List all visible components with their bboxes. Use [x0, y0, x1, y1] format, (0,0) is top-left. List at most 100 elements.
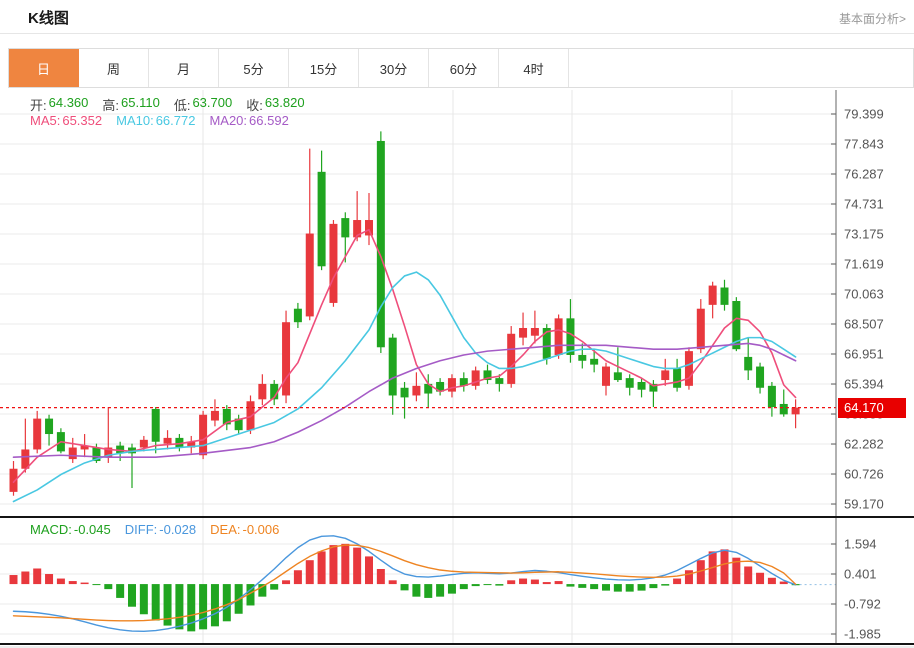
candle-body: [791, 407, 800, 415]
candle-body: [447, 378, 456, 392]
candle-body: [365, 220, 373, 236]
macd-hist-bar: [199, 584, 208, 630]
diff-label: DIFF:: [124, 522, 158, 537]
candle-body: [353, 220, 362, 238]
tab-60min[interactable]: 60分: [429, 49, 499, 87]
macd-hist-bar: [21, 571, 30, 585]
ma10-label: MA10:: [116, 113, 154, 128]
tab-4hour[interactable]: 4时: [499, 49, 569, 87]
dea-line: [12, 544, 797, 622]
candle-body: [305, 233, 314, 317]
price-axis-label: 70.063: [844, 287, 884, 302]
macd-axis-label: 1.594: [844, 537, 877, 552]
open-label: 开:: [30, 98, 47, 113]
macd-hist-bar: [270, 584, 279, 590]
candle-body: [210, 410, 219, 421]
macd-hist-bar: [530, 579, 539, 585]
tab-day[interactable]: 日: [9, 49, 79, 87]
ma-readout: MA5: 65.352 MA10: 66.772 MA20: 66.592: [30, 113, 289, 128]
macd-axis-label: -0.792: [844, 597, 881, 612]
macd-hist-bar: [128, 584, 136, 607]
candle-body: [661, 370, 670, 381]
close-value: 63.820: [264, 95, 305, 110]
price-axis-label: 74.731: [844, 197, 884, 212]
candle-body: [637, 381, 646, 390]
candle-body: [116, 445, 125, 454]
macd-hist-bar: [483, 584, 492, 586]
low-value: 63.700: [192, 95, 233, 110]
dea-value: -0.006: [242, 522, 280, 537]
candle-body: [388, 337, 397, 396]
macd-hist-bar: [92, 584, 101, 586]
candle-body: [471, 370, 480, 386]
close-label: 收:: [246, 98, 263, 113]
candle-body: [507, 333, 516, 384]
macd-value: -0.045: [73, 522, 111, 537]
macd-hist-bar: [507, 580, 516, 585]
last-price-badge: 64.170: [838, 397, 906, 418]
macd-hist-bar: [756, 572, 765, 585]
open-value: 64.360: [48, 95, 89, 110]
low-label: 低:: [173, 98, 191, 113]
macd-hist-bar: [317, 551, 326, 585]
macd-hist-bar: [566, 584, 575, 587]
dea-label: DEA:: [210, 522, 241, 537]
candle-body: [163, 437, 172, 444]
candle-body: [293, 308, 302, 323]
macd-hist-bar: [744, 566, 753, 585]
tab-15min[interactable]: 15分: [289, 49, 359, 87]
macd-hist-bar: [258, 584, 267, 597]
candle-body: [767, 385, 776, 408]
macd-hist-bar: [282, 580, 291, 585]
macd-hist-bar: [187, 584, 196, 632]
macd-hist-bar: [400, 584, 409, 591]
candle-body: [222, 408, 231, 425]
macd-hist-bar: [649, 584, 658, 589]
macd-hist-bar: [68, 581, 77, 585]
price-axis-label: 59.170: [844, 497, 884, 512]
candle-body: [282, 322, 291, 396]
candle-body: [708, 285, 717, 305]
candle-body: [33, 418, 42, 450]
candle-body: [649, 383, 658, 392]
macd-hist-bar: [151, 584, 160, 621]
macd-hist-bar: [388, 580, 397, 585]
candle-body: [625, 378, 634, 388]
candle-body: [80, 445, 89, 450]
macd-hist-bar: [459, 584, 468, 590]
price-axis-label: 76.287: [844, 167, 884, 182]
candle-body: [590, 358, 599, 365]
candle-body: [483, 370, 492, 381]
candle-body: [258, 383, 267, 400]
candle-body: [412, 385, 421, 396]
tab-month[interactable]: 月: [149, 49, 219, 87]
candle-body: [317, 171, 326, 267]
price-axis-label: 71.619: [844, 257, 884, 272]
candle-body: [756, 366, 765, 388]
price-axis-label: 77.843: [844, 137, 884, 152]
fundamental-analysis-link[interactable]: 基本面分析>: [838, 12, 906, 26]
tab-5min[interactable]: 5分: [219, 49, 289, 87]
macd-hist-bar: [519, 578, 528, 585]
tab-30min[interactable]: 30分: [359, 49, 429, 87]
period-tabbar: 日周月 5分 15分 30分 60分 4时: [8, 48, 914, 88]
ohlc-readout: 开: 64.360 高: 65.110 低: 63.700 收: 63.820: [30, 95, 305, 114]
tab-week[interactable]: 周: [79, 49, 149, 87]
macd-hist-bar: [767, 577, 776, 585]
ma10-line: [12, 271, 797, 503]
macd-hist-bar: [779, 581, 788, 585]
macd-hist-bar: [353, 547, 362, 585]
macd-hist-bar: [720, 549, 729, 585]
price-axis-label: 68.507: [844, 317, 884, 332]
macd-hist-bar: [625, 584, 634, 592]
macd-hist-bar: [293, 570, 302, 585]
diff-line: [12, 535, 797, 633]
macd-hist-bar: [45, 574, 54, 585]
candle-body: [376, 140, 385, 348]
ma5-line: [12, 228, 797, 484]
macd-hist-bar: [578, 584, 587, 588]
price-axis-label: 65.394: [844, 377, 884, 392]
candle-body: [436, 381, 445, 392]
